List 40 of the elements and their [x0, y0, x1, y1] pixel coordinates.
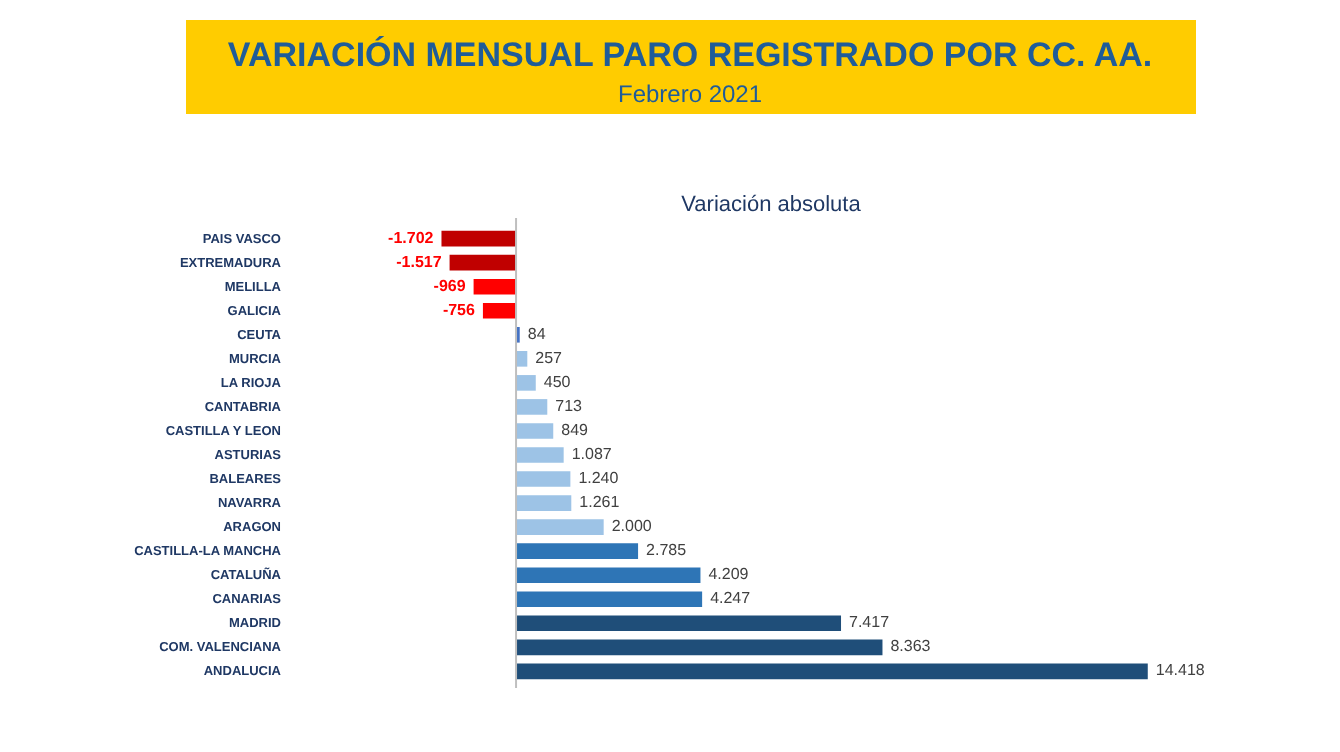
data-label: 849: [561, 420, 590, 439]
bar: [516, 615, 842, 632]
bar: [516, 351, 528, 367]
data-label: 450: [543, 372, 572, 391]
data-label: 2.785: [646, 541, 688, 560]
bar: [449, 254, 517, 271]
data-label: 1.087: [571, 445, 613, 463]
bar: [516, 543, 639, 559]
bar: [516, 447, 564, 463]
data-label: 2.000: [611, 517, 653, 536]
data-label: -969: [433, 276, 467, 295]
data-label: 84: [527, 324, 547, 343]
bar: [516, 591, 703, 608]
data-label: 7.417: [849, 613, 891, 632]
data-label: 713: [555, 396, 584, 415]
bar: [516, 639, 883, 656]
data-label: 1.240: [578, 469, 620, 488]
data-label: 14.418: [1155, 661, 1206, 680]
bar: [441, 230, 517, 247]
data-label: -756: [442, 300, 477, 319]
bar: [516, 423, 554, 439]
data-label: -1.517: [396, 252, 443, 271]
bar: [516, 399, 548, 415]
bar: [516, 663, 1148, 680]
data-label: -1.702: [388, 228, 435, 247]
data-label: 4.247: [710, 589, 752, 608]
data-label: 257: [535, 348, 564, 367]
data-label: 1.261: [579, 493, 621, 512]
x-axis-title: Variación absoluta: [681, 193, 863, 217]
bar: [473, 278, 517, 295]
bar: [516, 495, 572, 511]
bar: [516, 567, 701, 584]
data-label: 8.363: [890, 637, 932, 656]
bar: [482, 302, 517, 319]
chart-title: VARIACIÓN MENSUAL PARO REGISTRADO POR CC. AA.: [227, 34, 1153, 74]
bar: [516, 375, 536, 391]
chart-subtitle: Febrero 2021: [617, 80, 763, 108]
data-label: 4.209: [708, 565, 750, 584]
bar: [516, 471, 571, 487]
bar: [516, 519, 604, 535]
